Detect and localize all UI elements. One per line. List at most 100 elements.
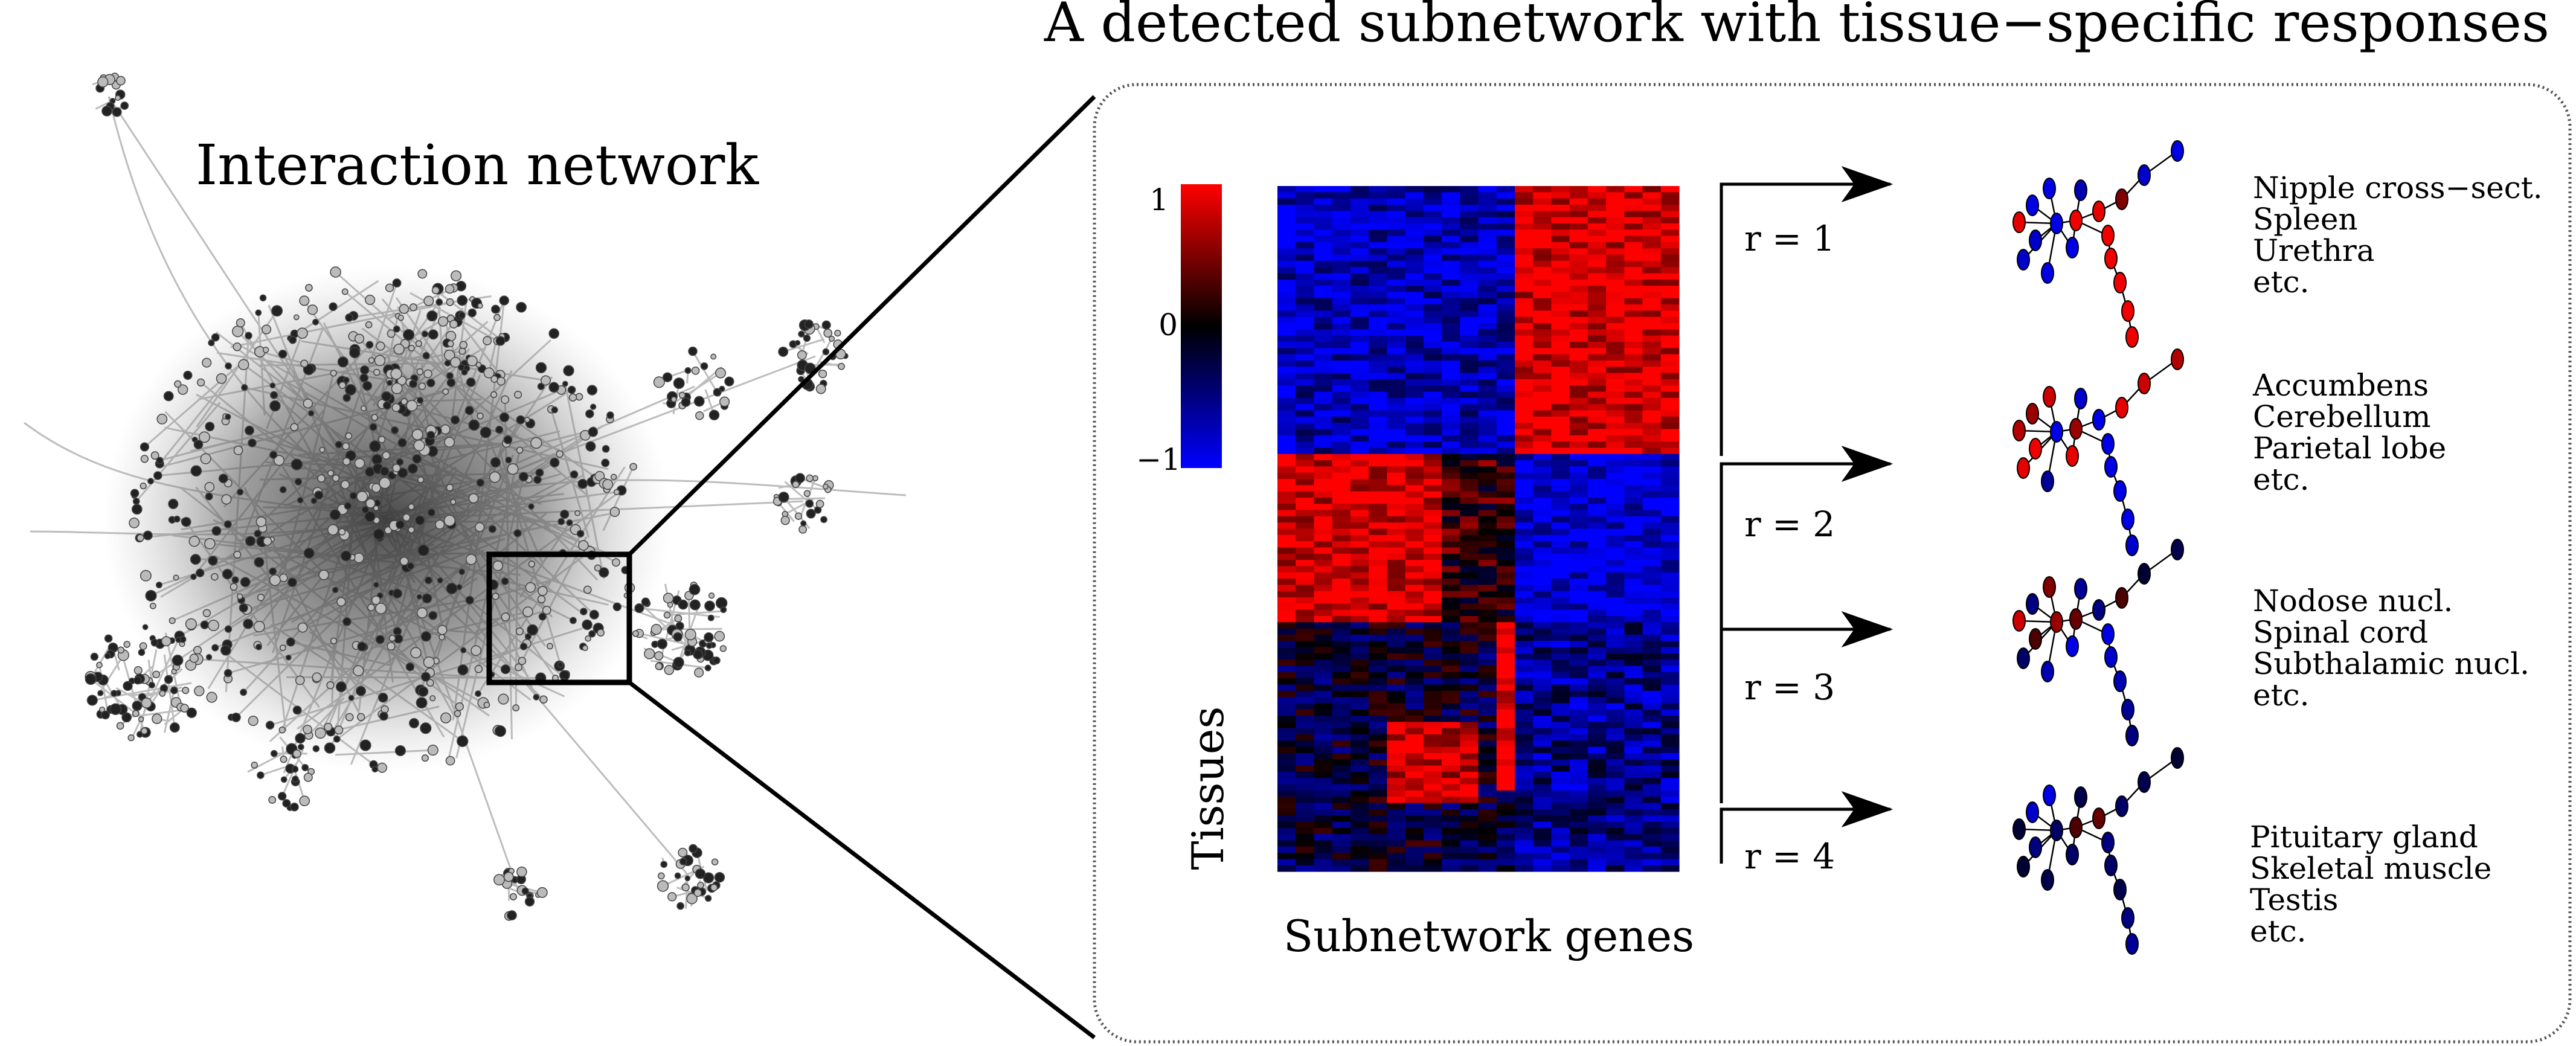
heatmap-cell: [1515, 846, 1534, 853]
heatmap-cell: [1423, 416, 1442, 423]
heatmap-cell: [1642, 666, 1662, 673]
heatmap-cell: [1369, 547, 1387, 554]
heatmap-cell: [1423, 734, 1442, 741]
heatmap-cell: [1332, 254, 1351, 262]
heatmap-cell: [1587, 397, 1607, 405]
heatmap-cell: [1496, 441, 1515, 448]
heatmap-cell: [1533, 597, 1552, 604]
network-node: [440, 712, 452, 724]
heatmap-cell: [1423, 273, 1442, 280]
heatmap-cell: [1405, 497, 1424, 504]
heatmap-cell: [1350, 186, 1369, 193]
heatmap-cell: [1606, 784, 1625, 791]
heatmap-cell: [1606, 391, 1625, 399]
heatmap-cell: [1569, 310, 1588, 318]
heatmap-cell: [1606, 279, 1625, 286]
heatmap-cell: [1642, 373, 1662, 380]
network-node: [86, 695, 98, 706]
heatmap-cell: [1496, 329, 1515, 336]
heatmap-cell: [1624, 703, 1643, 710]
heatmap-cell: [1551, 504, 1570, 511]
heatmap-cell: [1460, 572, 1479, 579]
heatmap-cell: [1423, 423, 1442, 429]
heatmap-cell: [1277, 797, 1296, 804]
heatmap-cell: [1460, 778, 1479, 785]
heatmap-cell: [1533, 522, 1552, 530]
heatmap-cell: [1496, 360, 1515, 367]
heatmap-cell: [1569, 522, 1588, 530]
heatmap-cell: [1423, 572, 1442, 579]
heatmap-cell: [1624, 803, 1643, 810]
heatmap-cell: [1478, 286, 1497, 292]
heatmap-cell: [1533, 510, 1552, 517]
network-node: [335, 440, 343, 449]
heatmap-cell: [1606, 634, 1625, 641]
subnetwork-node: [2138, 771, 2151, 793]
heatmap-cell: [1350, 236, 1369, 243]
network-node: [416, 594, 423, 600]
heatmap-cell: [1460, 310, 1479, 318]
heatmap-cell: [1405, 254, 1424, 262]
heatmap-cell: [1533, 367, 1552, 374]
network-node: [577, 478, 588, 489]
heatmap-cell: [1642, 809, 1662, 816]
network-node: [714, 630, 725, 642]
heatmap-cell: [1387, 716, 1406, 722]
heatmap-cell: [1606, 466, 1625, 473]
heatmap-cell: [1569, 771, 1588, 778]
heatmap-cell: [1606, 186, 1625, 193]
network-node: [305, 284, 313, 292]
heatmap-cell: [1551, 666, 1570, 673]
heatmap-cell: [1369, 746, 1387, 754]
network-edge: [783, 338, 825, 353]
heatmap-cell: [1387, 510, 1406, 517]
heatmap-cell: [1332, 609, 1351, 617]
heatmap-cell: [1515, 716, 1534, 722]
subnetwork-node: [2092, 599, 2105, 621]
heatmap-cell: [1332, 784, 1351, 791]
heatmap-cell: [1569, 778, 1588, 785]
heatmap-cell: [1369, 771, 1387, 778]
heatmap-cell: [1277, 722, 1296, 729]
heatmap-cell: [1460, 404, 1479, 411]
network-node: [519, 643, 528, 650]
heatmap-cell: [1606, 211, 1625, 218]
heatmap-cell: [1277, 566, 1296, 573]
network-node: [422, 593, 432, 604]
network-node: [477, 303, 483, 309]
heatmap-cell: [1350, 834, 1369, 841]
network-node: [303, 725, 312, 734]
heatmap-cell: [1515, 553, 1534, 560]
heatmap-cell: [1442, 316, 1460, 324]
subnetwork-node: [2138, 164, 2151, 186]
heatmap-cell: [1314, 504, 1333, 511]
heatmap-cell: [1496, 753, 1515, 760]
subnetwork-node: [2125, 326, 2139, 348]
heatmap-cell: [1551, 342, 1570, 348]
heatmap-cell: [1587, 491, 1607, 498]
heatmap-cell: [1442, 367, 1460, 374]
heatmap-cell: [1350, 865, 1369, 872]
heatmap-cell: [1460, 853, 1479, 859]
network-node: [694, 667, 704, 678]
network-node: [393, 627, 402, 636]
network-node: [578, 540, 589, 551]
network-node: [155, 582, 162, 589]
heatmap-cell: [1515, 205, 1534, 211]
heatmap-cell: [1460, 821, 1479, 829]
heatmap-cell: [1332, 242, 1351, 249]
heatmap-cell: [1660, 391, 1680, 399]
heatmap-cell: [1496, 242, 1515, 249]
heatmap-cell: [1460, 722, 1479, 729]
network-node: [206, 691, 217, 703]
network-node: [586, 385, 598, 396]
network-node: [178, 384, 188, 395]
network-node: [464, 406, 474, 416]
heatmap-cell: [1660, 267, 1680, 274]
heatmap-cell: [1587, 466, 1607, 473]
network-node: [408, 526, 415, 533]
network-node: [174, 380, 182, 388]
heatmap-cell: [1642, 217, 1662, 224]
heatmap-cell: [1515, 379, 1534, 386]
heatmap-cell: [1405, 211, 1424, 218]
